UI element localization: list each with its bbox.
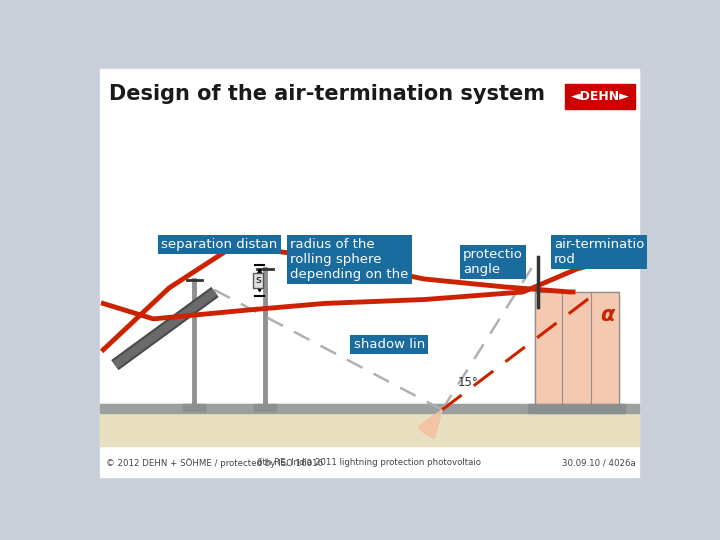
Polygon shape xyxy=(565,84,634,109)
Bar xyxy=(562,71,639,117)
Bar xyxy=(99,403,639,413)
Bar xyxy=(99,123,639,446)
Text: s: s xyxy=(256,275,261,286)
Bar xyxy=(528,403,626,413)
Wedge shape xyxy=(418,410,442,438)
Bar xyxy=(534,292,619,403)
Bar xyxy=(534,292,619,403)
Text: radius of the
rolling sphere
depending on the: radius of the rolling sphere depending o… xyxy=(290,238,409,281)
Text: separation distan: separation distan xyxy=(161,238,277,251)
Text: α: α xyxy=(600,305,615,325)
Text: protectio
angle: protectio angle xyxy=(463,248,523,276)
Text: Design of the air-termination system: Design of the air-termination system xyxy=(109,84,545,104)
Text: 6th RE, India 2011 lightning protection photovoltaio: 6th RE, India 2011 lightning protection … xyxy=(257,458,481,468)
Text: 15°: 15° xyxy=(457,376,478,389)
Bar xyxy=(99,403,639,446)
Text: © 2012 DEHN + SÖHME / protected by ISO 16016: © 2012 DEHN + SÖHME / protected by ISO 1… xyxy=(106,458,323,468)
Text: air-terminatio
rod: air-terminatio rod xyxy=(554,238,644,266)
Bar xyxy=(99,446,639,477)
Text: ◄DEHN►: ◄DEHN► xyxy=(571,90,629,103)
Text: 30.09.10 / 4026a: 30.09.10 / 4026a xyxy=(562,458,636,468)
Bar xyxy=(99,69,639,123)
Bar xyxy=(184,403,205,411)
Bar xyxy=(254,403,276,411)
Text: shadow lin: shadow lin xyxy=(354,338,425,351)
